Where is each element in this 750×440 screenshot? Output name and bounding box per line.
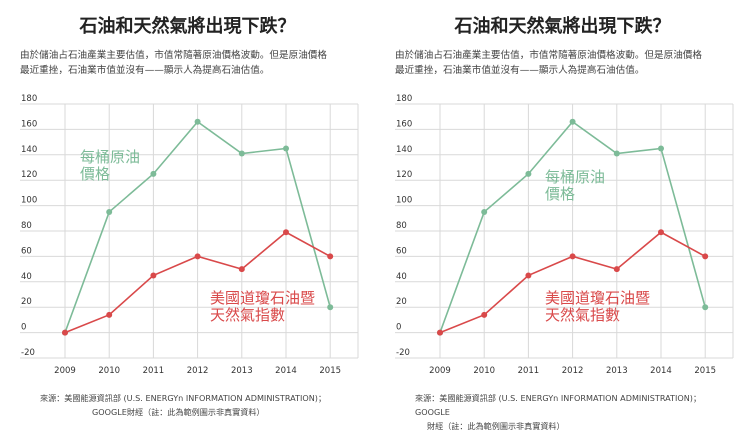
x-tick-label: 2011 — [143, 366, 165, 376]
data-point — [283, 229, 289, 236]
data-point — [327, 253, 334, 260]
series-label: 天然氣指數 — [545, 306, 620, 324]
y-tick-label: 180 — [21, 94, 37, 104]
data-point — [106, 311, 113, 318]
y-tick-label: 20 — [21, 297, 32, 307]
y-tick-label: 40 — [21, 272, 32, 282]
data-point — [569, 118, 576, 125]
data-point — [194, 253, 201, 260]
data-point — [238, 266, 245, 273]
subtitle-line: 最近重挫，石油業市值並沒有——顯示人為提高石油估值。 — [395, 65, 645, 76]
y-tick-label: 0 — [396, 323, 401, 333]
series-label: 價格 — [545, 185, 575, 203]
x-tick-label: 2014 — [650, 366, 672, 376]
chart-source: 來源：美國能源資訊部 (U.S. ENERGYn INFORMATION ADM… — [415, 391, 735, 433]
data-point — [613, 150, 620, 157]
y-tick-label: -20 — [21, 348, 35, 358]
series-label: 美國道瓊石油暨 — [545, 289, 650, 307]
series-label: 天然氣指數 — [210, 306, 285, 324]
x-tick-label: 2010 — [473, 366, 495, 376]
source-line: 財經（註：此為範例圖示非真實資料） — [427, 421, 565, 431]
data-point — [525, 272, 532, 279]
x-tick-label: 2011 — [518, 366, 540, 376]
data-point — [437, 329, 443, 336]
x-tick-label: 2015 — [694, 366, 716, 376]
x-tick-label: 2009 — [54, 366, 76, 376]
y-tick-label: 120 — [21, 170, 37, 180]
chart-title: 石油和天然氣將出現下跌？ — [454, 16, 671, 37]
y-tick-label: 40 — [396, 272, 407, 282]
x-tick-label: 2013 — [231, 366, 253, 376]
x-tick-label: 2012 — [562, 366, 584, 376]
y-tick-label: 160 — [396, 119, 412, 129]
series-label: 每桶原油 — [80, 148, 140, 166]
series-label: 每桶原油 — [545, 168, 605, 186]
chart-subtitle: 由於儲油占石油產業主要估值，市值常隨著原油價格波動。但是原油價格 最近重挫，石油… — [20, 48, 365, 78]
x-tick-label: 2015 — [319, 366, 341, 376]
data-point — [62, 329, 68, 336]
data-point — [613, 266, 620, 273]
y-tick-label: 80 — [396, 221, 407, 231]
subtitle-line: 由於儲油占石油產業主要估值，市值常隨著原油價格波動。但是原油價格 — [395, 50, 702, 61]
y-tick-label: 60 — [21, 246, 32, 256]
y-tick-label: 20 — [396, 297, 407, 307]
data-point — [238, 150, 245, 157]
series-label: 價格 — [80, 165, 110, 183]
data-point — [327, 304, 334, 311]
line-chart: 180 160 140 120 100 80 60 40 20 0 -20 2009 2010 2011 2… — [20, 94, 359, 376]
x-tick-label: 2013 — [606, 366, 628, 376]
chart-subtitle: 由於儲油占石油產業主要估值，市值常隨著原油價格波動。但是原油價格 最近重挫，石油… — [395, 48, 740, 78]
x-tick-label: 2010 — [98, 366, 120, 376]
data-point — [106, 208, 113, 215]
x-tick-label: 2009 — [429, 366, 451, 376]
data-point — [658, 229, 664, 236]
y-tick-label: 140 — [21, 145, 37, 155]
series-label: 美國道瓊石油暨 — [210, 289, 315, 307]
x-tick-label: 2012 — [187, 366, 209, 376]
source-line: 來源：美國能源資訊部 (U.S. ENERGYn INFORMATION ADM… — [415, 393, 702, 417]
data-point — [481, 311, 488, 318]
y-tick-label: 100 — [396, 196, 412, 206]
subtitle-line: 由於儲油占石油產業主要估值，市值常隨著原油價格波動。但是原油價格 — [20, 50, 327, 61]
data-point — [150, 170, 157, 177]
y-tick-label: 120 — [396, 170, 412, 180]
y-tick-label: 160 — [21, 119, 37, 129]
y-tick-label: 60 — [396, 246, 407, 256]
data-point — [283, 145, 289, 152]
source-line: GOOGLE財經（註：此為範例圖示非真實資料） — [92, 407, 265, 417]
y-tick-label: -20 — [396, 348, 410, 358]
x-tick-label: 2014 — [275, 366, 297, 376]
chart-title: 石油和天然氣將出現下跌？ — [79, 16, 296, 37]
chart-source: 來源：美國能源資訊部 (U.S. ENERGYn INFORMATION ADM… — [40, 391, 360, 419]
y-tick-label: 140 — [396, 145, 412, 155]
y-tick-label: 100 — [21, 196, 37, 206]
data-point — [150, 272, 157, 279]
y-tick-label: 80 — [21, 221, 32, 231]
data-point — [525, 170, 532, 177]
data-point — [658, 145, 664, 152]
source-line: 來源：美國能源資訊部 (U.S. ENERGYn INFORMATION ADM… — [40, 393, 327, 403]
y-tick-label: 0 — [21, 323, 26, 333]
data-point — [481, 208, 488, 215]
subtitle-line: 最近重挫，石油業市值並沒有——顯示人為提高石油估值。 — [20, 65, 270, 76]
data-point — [702, 304, 709, 311]
data-point — [702, 253, 709, 260]
chart-panel-right: 石油和天然氣將出現下跌？ 由於儲油占石油產業主要估值，市值常隨著原油價格波動。但… — [375, 0, 750, 440]
line-chart: 180 160 140 120 100 80 60 40 20 0 -20 2009 2010 2011 2… — [395, 94, 734, 376]
y-tick-label: 180 — [396, 94, 412, 104]
chart-panel-left: 石油和天然氣將出現下跌？ 由於儲油占石油產業主要估值，市值常隨著原油價格波動。但… — [20, 16, 365, 419]
data-point — [194, 118, 201, 125]
data-point — [569, 253, 576, 260]
